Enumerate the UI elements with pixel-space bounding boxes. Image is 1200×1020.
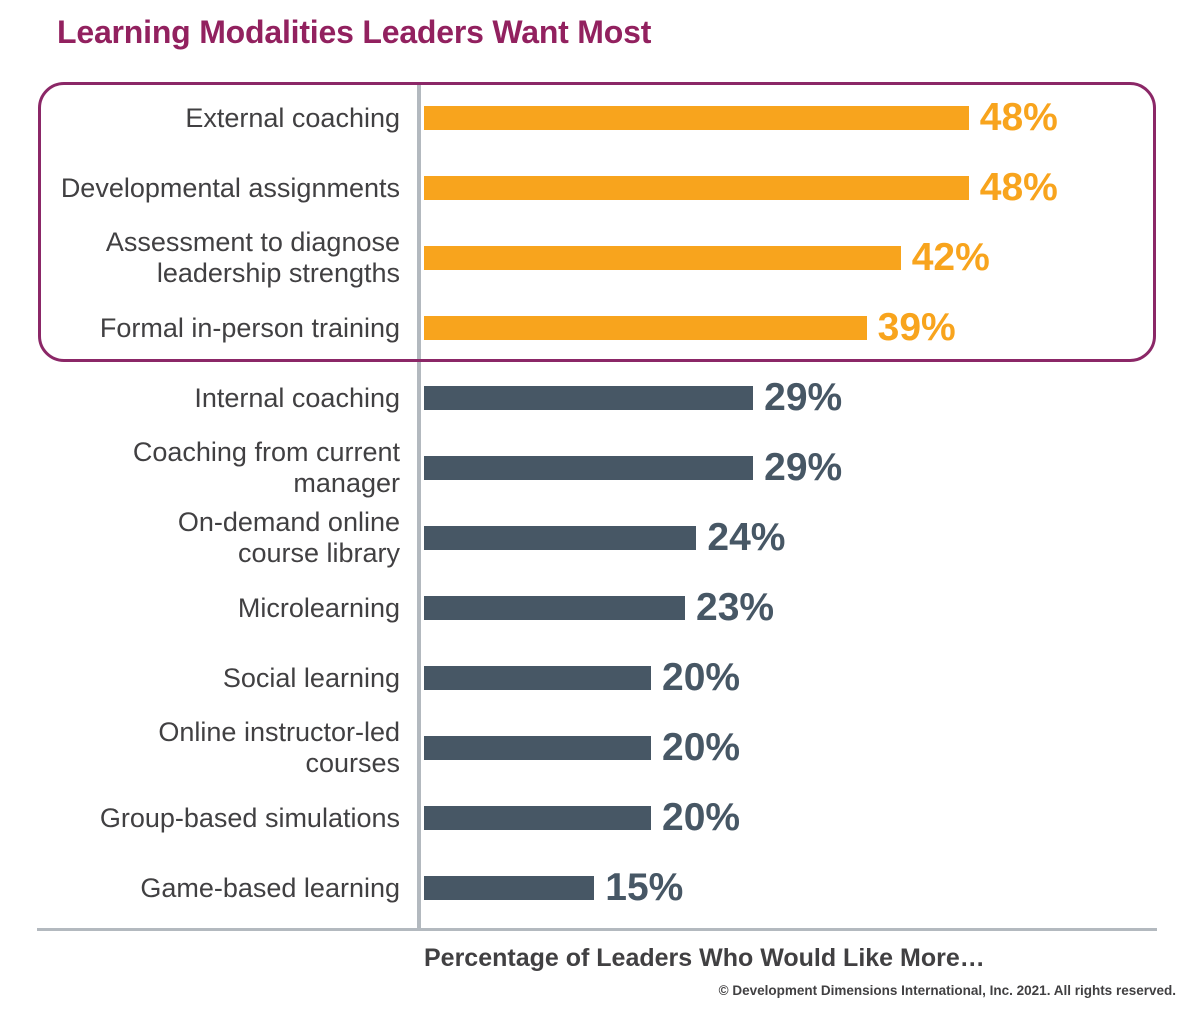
bar	[424, 386, 754, 410]
bar-zone: 29%	[424, 446, 842, 490]
chart-row: External coaching 48%	[0, 83, 1200, 153]
bar-zone: 48%	[424, 166, 1058, 210]
x-axis-line	[37, 928, 1157, 931]
chart-row: On-demand online course library 24%	[0, 503, 1200, 573]
page-title: Learning Modalities Leaders Want Most	[57, 14, 652, 50]
category-label: Assessment to diagnose leadership strengt…	[105, 227, 400, 288]
chart-row: Microlearning 23%	[0, 573, 1200, 643]
bar	[424, 596, 686, 620]
bar-zone: 24%	[424, 516, 785, 560]
chart-row: Social learning 20%	[0, 643, 1200, 713]
value-label: 15%	[605, 866, 684, 909]
bar-zone: 29%	[424, 376, 842, 420]
bar	[424, 456, 754, 480]
chart-row: Game-based learning 15%	[0, 853, 1200, 923]
bar-chart: External coaching 48% Developmental assign…	[0, 83, 1200, 923]
bar	[424, 176, 969, 200]
category-label: Group-based simulations	[99, 802, 400, 833]
chart-row: Online instructor-led courses 20%	[0, 713, 1200, 783]
bar-zone: 20%	[424, 796, 740, 840]
category-label: Internal coaching	[194, 382, 400, 413]
x-axis-caption: Percentage of Leaders Who Would Like Mor…	[424, 944, 985, 972]
copyright-notice: © Development Dimensions International, …	[718, 983, 1176, 998]
category-label: On-demand online course library	[177, 507, 400, 568]
bar	[424, 106, 969, 130]
y-axis-line	[417, 84, 421, 929]
value-label: 42%	[911, 236, 990, 279]
value-label: 39%	[877, 306, 956, 349]
category-label: Formal in-person training	[99, 312, 400, 343]
category-label: Coaching from current manager	[132, 437, 400, 498]
category-label: Game-based learning	[140, 872, 400, 903]
bar	[424, 246, 901, 270]
value-label: 48%	[979, 166, 1058, 209]
value-label: 24%	[707, 516, 786, 559]
value-label: 20%	[662, 656, 741, 699]
chart-row: Group-based simulations 20%	[0, 783, 1200, 853]
value-label: 29%	[764, 446, 843, 489]
value-label: 29%	[764, 376, 843, 419]
bar	[424, 526, 697, 550]
bar	[424, 876, 595, 900]
bar-zone: 42%	[424, 236, 990, 280]
bar	[424, 806, 651, 830]
chart-row: Coaching from current manager 29%	[0, 433, 1200, 503]
bar-zone: 48%	[424, 96, 1058, 140]
category-label: External coaching	[185, 102, 400, 133]
chart-row: Formal in-person training 39%	[0, 293, 1200, 363]
bar	[424, 666, 651, 690]
chart-row: Internal coaching 29%	[0, 363, 1200, 433]
category-label: Microlearning	[237, 592, 400, 623]
chart-row: Developmental assignments 48%	[0, 153, 1200, 223]
value-label: 20%	[662, 726, 741, 769]
chart-row: Assessment to diagnose leadership strengt…	[0, 223, 1200, 293]
bar-zone: 20%	[424, 656, 740, 700]
category-label: Online instructor-led courses	[158, 717, 400, 778]
value-label: 23%	[696, 586, 775, 629]
bar-zone: 39%	[424, 306, 956, 350]
value-label: 48%	[979, 96, 1058, 139]
bar-zone: 23%	[424, 586, 774, 630]
bar-zone: 15%	[424, 866, 683, 910]
bar	[424, 316, 867, 340]
bar	[424, 736, 651, 760]
category-label: Developmental assignments	[60, 172, 400, 203]
category-label: Social learning	[222, 662, 400, 693]
bar-zone: 20%	[424, 726, 740, 770]
value-label: 20%	[662, 796, 741, 839]
